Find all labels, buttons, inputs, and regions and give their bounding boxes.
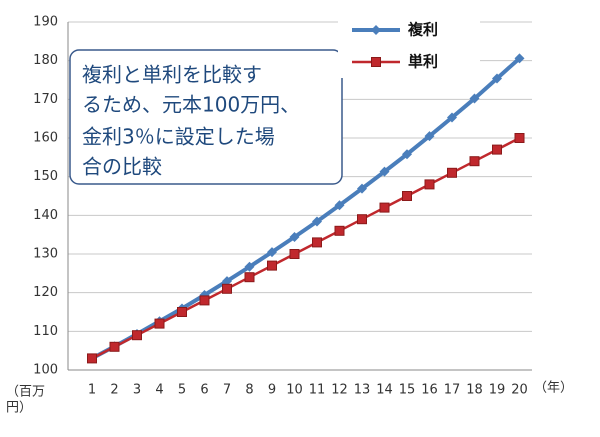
annotation-box <box>69 49 343 185</box>
marker <box>87 353 97 364</box>
legend-marker <box>371 57 381 67</box>
marker <box>402 191 412 201</box>
marker <box>244 261 255 272</box>
x-tick-label: 18 <box>466 383 483 398</box>
x-tick-label: 4 <box>155 383 163 398</box>
y-tick-label: 170 <box>33 92 58 107</box>
plot <box>87 53 525 364</box>
x-tick-label: 6 <box>200 383 208 398</box>
x-tick-label: 15 <box>399 383 416 398</box>
marker <box>492 73 502 84</box>
marker <box>514 133 525 143</box>
annotation: 金利3％に設定した場 <box>82 125 275 149</box>
x-tick-label: 3 <box>133 383 141 398</box>
marker <box>469 156 480 167</box>
x-tick-label: 13 <box>354 383 371 398</box>
y-axis-label: （百万 <box>6 385 45 400</box>
marker <box>267 247 277 258</box>
y-tick-label: 140 <box>33 208 58 223</box>
marker <box>199 295 210 306</box>
legend-label: 単利 <box>408 53 438 71</box>
marker <box>109 341 120 352</box>
x-tick-label: 1 <box>88 383 96 398</box>
marker <box>289 231 300 242</box>
x-tick-label: 7 <box>223 383 231 398</box>
marker <box>357 183 367 194</box>
marker <box>379 202 390 213</box>
x-tick-label: 17 <box>444 383 461 398</box>
x-tick-label: 9 <box>268 383 276 398</box>
series <box>87 133 525 364</box>
marker <box>492 144 502 155</box>
marker <box>334 200 345 211</box>
marker <box>334 225 345 236</box>
marker <box>132 330 142 341</box>
marker <box>447 112 457 123</box>
marker <box>222 283 232 294</box>
legend-box <box>338 12 480 78</box>
marker <box>312 237 322 248</box>
marker <box>222 276 232 287</box>
x-tick-label: 14 <box>376 383 393 398</box>
y-tick-label: 120 <box>33 285 58 300</box>
marker <box>312 216 322 227</box>
marker <box>267 260 277 271</box>
x-tick-label: 20 <box>511 383 528 398</box>
marker <box>424 131 435 142</box>
legend-label: 複利 <box>407 21 438 39</box>
y-axis-label: 円） <box>6 401 32 416</box>
y-tick-label: 180 <box>33 53 58 68</box>
x-axis-label: （年） <box>534 381 573 396</box>
marker <box>447 167 457 178</box>
y-tick-label: 100 <box>33 363 58 378</box>
marker <box>154 318 165 329</box>
x-tick-label: 12 <box>331 383 348 398</box>
annotation: るため、元本100万円、 <box>82 93 300 117</box>
x-tick-label: 11 <box>309 383 326 398</box>
y-tick-label: 160 <box>33 131 58 146</box>
marker <box>379 166 390 177</box>
marker <box>514 53 525 64</box>
x-tick-label: 10 <box>286 383 303 398</box>
marker <box>289 249 300 259</box>
x-tick-label: 5 <box>178 383 186 398</box>
annotation: 複利と単利を比較す <box>82 63 262 87</box>
marker <box>424 179 435 190</box>
x-tick-label: 2 <box>110 383 118 398</box>
marker <box>357 214 367 225</box>
annotation: 合の比較 <box>82 155 162 179</box>
marker <box>402 149 412 160</box>
marker <box>244 272 255 283</box>
marker <box>177 307 187 317</box>
x-tick-label: 16 <box>421 383 438 398</box>
x-tick-label: 19 <box>489 383 506 398</box>
x-tick-label: 8 <box>245 383 253 398</box>
y-tick-label: 190 <box>33 15 58 30</box>
y-tick-label: 150 <box>33 169 58 184</box>
y-tick-label: 110 <box>33 324 58 339</box>
y-tick-label: 130 <box>33 247 58 262</box>
legend-marker <box>371 25 381 35</box>
marker <box>469 93 480 104</box>
